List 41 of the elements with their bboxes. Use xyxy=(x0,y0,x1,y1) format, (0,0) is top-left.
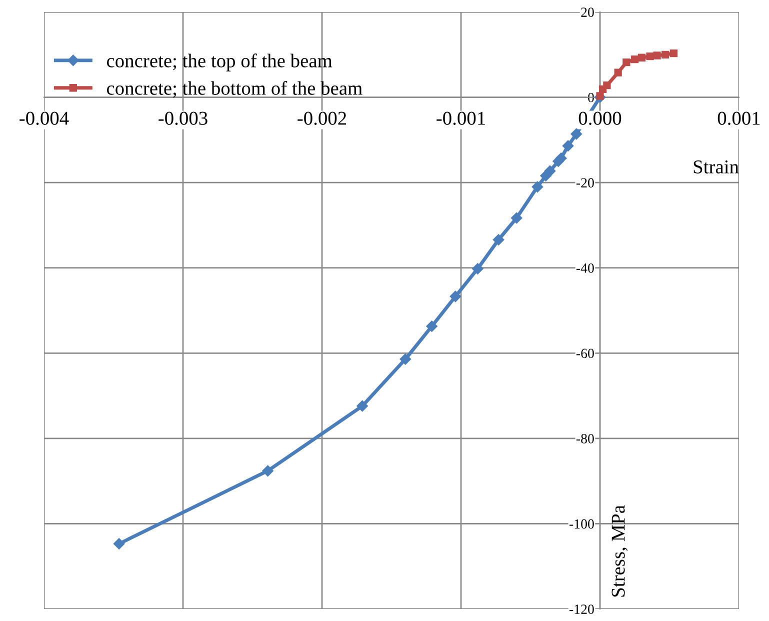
x-tick-label: -0.004 xyxy=(20,112,69,125)
point xyxy=(614,68,622,76)
y-tick-label: 20 xyxy=(581,8,594,17)
point xyxy=(646,52,654,60)
x-axis-title: Strain xyxy=(694,160,739,174)
point xyxy=(492,234,504,246)
point xyxy=(510,212,522,224)
x-tick-label: -0.001 xyxy=(436,112,485,125)
x-tick-label: -0.003 xyxy=(158,112,208,125)
point xyxy=(670,50,678,58)
point xyxy=(555,152,567,164)
x-tick-label: -0.002 xyxy=(298,112,346,125)
point xyxy=(450,290,462,302)
point xyxy=(544,165,556,177)
x-tick-label: 0.001 xyxy=(718,112,760,125)
point xyxy=(356,400,368,412)
point xyxy=(472,263,484,274)
y-tick-label: -20 xyxy=(576,178,594,188)
y-tick-label: -60 xyxy=(576,348,594,358)
point xyxy=(262,465,274,476)
point xyxy=(400,354,412,365)
point xyxy=(532,181,544,192)
point xyxy=(662,50,670,58)
point xyxy=(603,82,611,90)
y-tick-label: -80 xyxy=(576,434,594,444)
x-tick-label: 0.000 xyxy=(578,112,622,125)
y-axis-title: Stress, MPa xyxy=(612,505,628,597)
point xyxy=(653,52,661,60)
point xyxy=(113,538,125,550)
y-tick-label: -40 xyxy=(576,263,594,273)
point xyxy=(570,128,582,140)
y-tick-label: -120 xyxy=(570,604,594,614)
point xyxy=(622,58,630,66)
y-tick-label: -100 xyxy=(570,519,594,529)
point xyxy=(562,140,574,152)
point xyxy=(638,54,646,62)
legend-label: concrete; the bottom of the beam xyxy=(106,80,362,98)
legend-label: concrete; the top of the beam xyxy=(106,54,332,72)
point xyxy=(630,56,639,64)
point xyxy=(596,92,604,100)
point xyxy=(426,320,438,332)
